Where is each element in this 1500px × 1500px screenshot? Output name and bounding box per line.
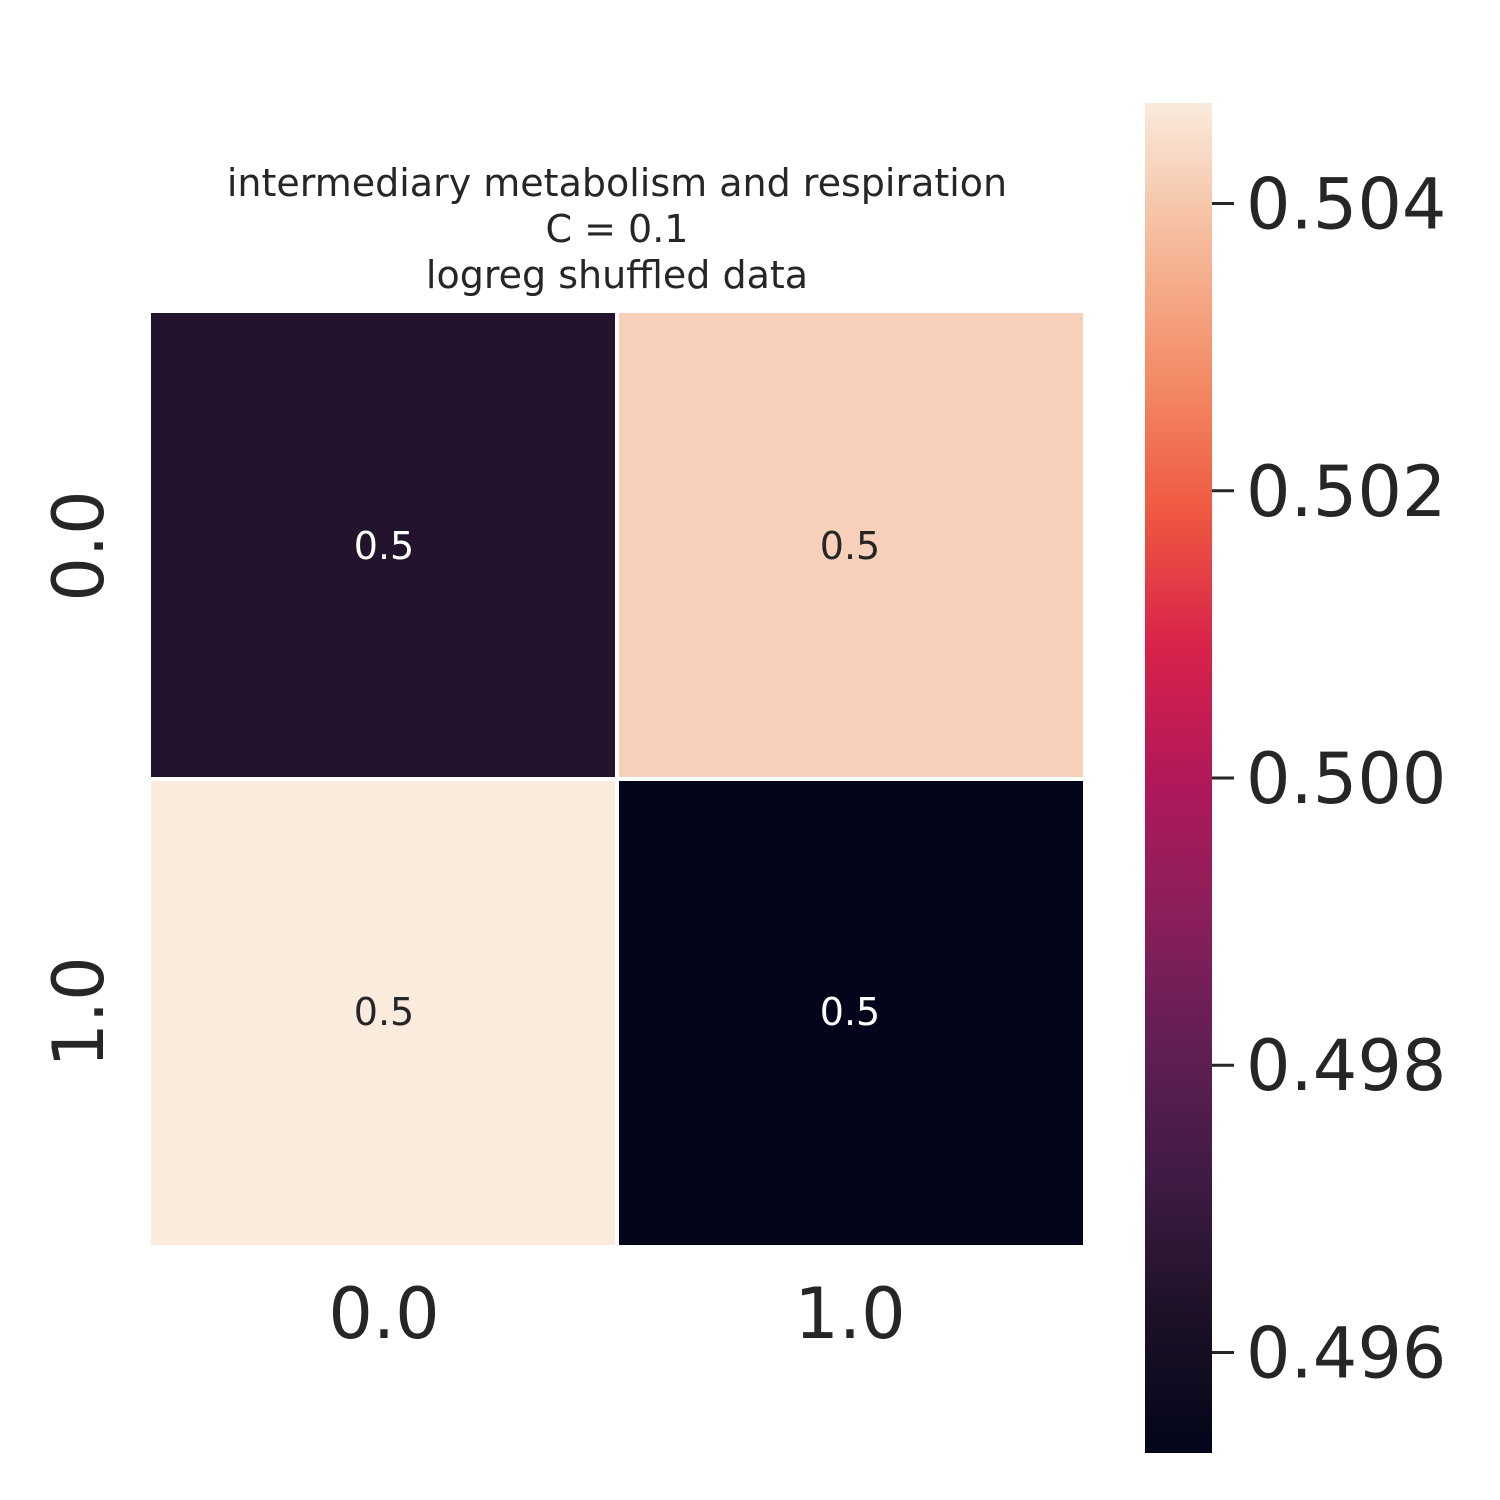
title-line-3: logreg shuffled data — [426, 253, 808, 297]
cell-annotation-r1-c1: 0.5 — [820, 990, 880, 1034]
colorbar-tick-label-2: 0.500 — [1246, 738, 1446, 820]
cell-annotation-r0-c1: 0.5 — [820, 524, 880, 568]
title-line-2: C = 0.1 — [546, 207, 689, 251]
heatmap-cells — [151, 313, 1083, 1245]
colorbar-tick-label-1: 0.498 — [1246, 1025, 1446, 1107]
colorbar-tick-label-4: 0.504 — [1246, 164, 1446, 246]
title-line-1: intermediary metabolism and respiration — [227, 161, 1007, 205]
heatmap-cell-r1-c0 — [151, 781, 615, 1245]
heatmap-cell-r1-c1 — [619, 781, 1083, 1245]
y-tick-label-0: 0.0 — [38, 490, 120, 601]
y-axis-ticks: 0.0 1.0 — [38, 490, 120, 1067]
colorbar-ticks: 0.496 0.498 0.500 0.502 0.504 — [1212, 164, 1446, 1394]
x-tick-label-1: 1.0 — [794, 1273, 905, 1355]
colorbar-tick-label-3: 0.502 — [1246, 451, 1446, 533]
colorbar — [1145, 103, 1212, 1453]
x-tick-label-0: 0.0 — [328, 1273, 439, 1355]
chart-title: intermediary metabolism and respiration … — [227, 161, 1007, 297]
x-axis-ticks: 0.0 1.0 — [328, 1273, 905, 1355]
heatmap-cell-r0-c1 — [619, 313, 1083, 777]
cell-annotation-r0-c0: 0.5 — [354, 524, 414, 568]
heatmap-annotations: 0.5 0.5 0.5 0.5 — [354, 524, 880, 1034]
cell-annotation-r1-c0: 0.5 — [354, 990, 414, 1034]
colorbar-tick-label-0: 0.496 — [1246, 1312, 1446, 1394]
heatmap-cell-r0-c0 — [151, 313, 615, 777]
y-tick-label-1: 1.0 — [38, 956, 120, 1067]
